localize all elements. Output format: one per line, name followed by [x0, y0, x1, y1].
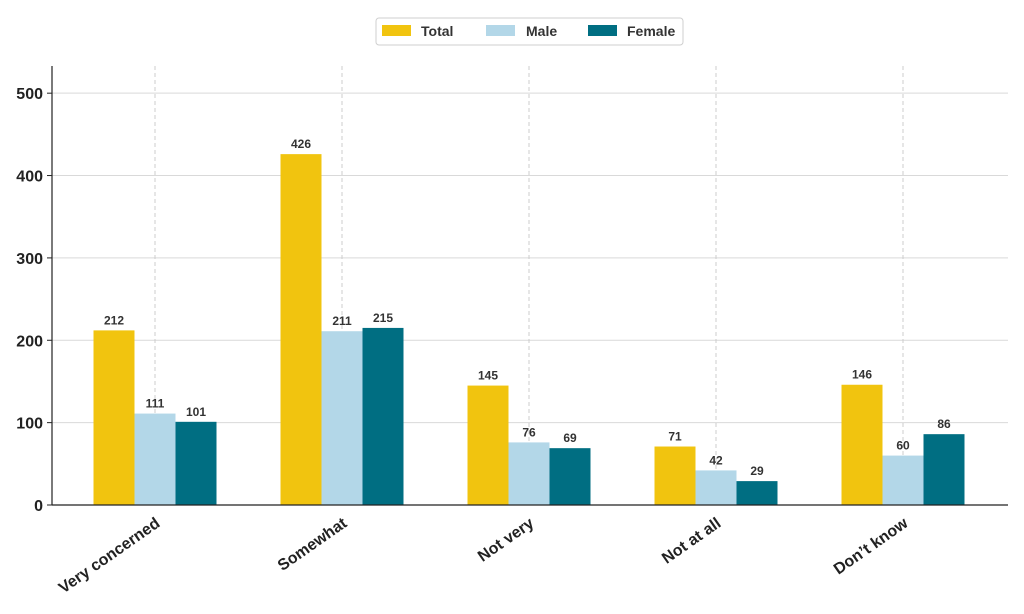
data-label: 60: [896, 439, 910, 453]
legend-label-male: Male: [526, 23, 557, 39]
bar-female-1: [362, 327, 404, 505]
bar-male-3: [695, 470, 737, 505]
legend-label-total: Total: [421, 23, 453, 39]
x-category-label: Very concerned: [56, 515, 163, 597]
bar-female-2: [549, 448, 591, 505]
data-label: 146: [852, 368, 872, 382]
legend-swatch-female: [588, 25, 617, 36]
data-label: 215: [373, 311, 393, 325]
bar-male-0: [134, 413, 176, 505]
grid: [52, 66, 1008, 505]
bar-male-2: [508, 442, 550, 505]
x-category-label: Not very: [475, 515, 537, 566]
y-tick-label: 500: [16, 86, 43, 103]
data-label: 76: [522, 425, 536, 439]
bar-total-3: [654, 446, 696, 505]
y-tick-label: 200: [16, 333, 43, 350]
legend: Total Male Female: [375, 17, 684, 46]
data-label: 69: [563, 431, 577, 445]
data-label: 426: [291, 137, 311, 151]
legend-swatch-male: [486, 25, 515, 36]
axes: 0 100 200 300 400 500 Very concerned Somewhat No…: [16, 66, 1008, 597]
bar-female-4: [923, 434, 965, 505]
x-category-label: Somewhat: [275, 514, 351, 574]
data-labels: 212 426 145 71 146 111 211 76 42 60 101 215 69 29 86: [104, 137, 951, 478]
data-label: 71: [668, 430, 682, 444]
y-tick-label: 400: [16, 169, 43, 186]
data-label: 42: [709, 453, 723, 467]
legend-label-female: Female: [627, 23, 675, 39]
y-tick-label: 100: [16, 416, 43, 433]
data-label: 111: [146, 397, 165, 411]
bar-total-2: [467, 385, 509, 505]
bar-total-0: [93, 330, 135, 505]
bar-male-4: [882, 455, 924, 505]
bar-female-0: [175, 421, 217, 505]
data-label: 86: [937, 417, 951, 431]
data-label: 211: [332, 314, 352, 328]
data-label: 212: [104, 313, 124, 327]
y-tick-label: 300: [16, 251, 43, 268]
data-label: 145: [478, 369, 498, 383]
bar-total-4: [841, 384, 883, 505]
bar-total-1: [280, 154, 322, 505]
bar-male-1: [321, 331, 363, 505]
bars: [93, 154, 965, 505]
legend-swatch-total: [382, 25, 411, 36]
data-label: 101: [186, 405, 206, 419]
x-category-label: Don’t know: [831, 515, 912, 579]
bar-female-3: [736, 481, 778, 505]
data-label: 29: [750, 464, 764, 478]
legend-box: [375, 17, 684, 46]
x-category-label: Not at all: [659, 515, 724, 568]
y-tick-label: 0: [34, 498, 43, 515]
